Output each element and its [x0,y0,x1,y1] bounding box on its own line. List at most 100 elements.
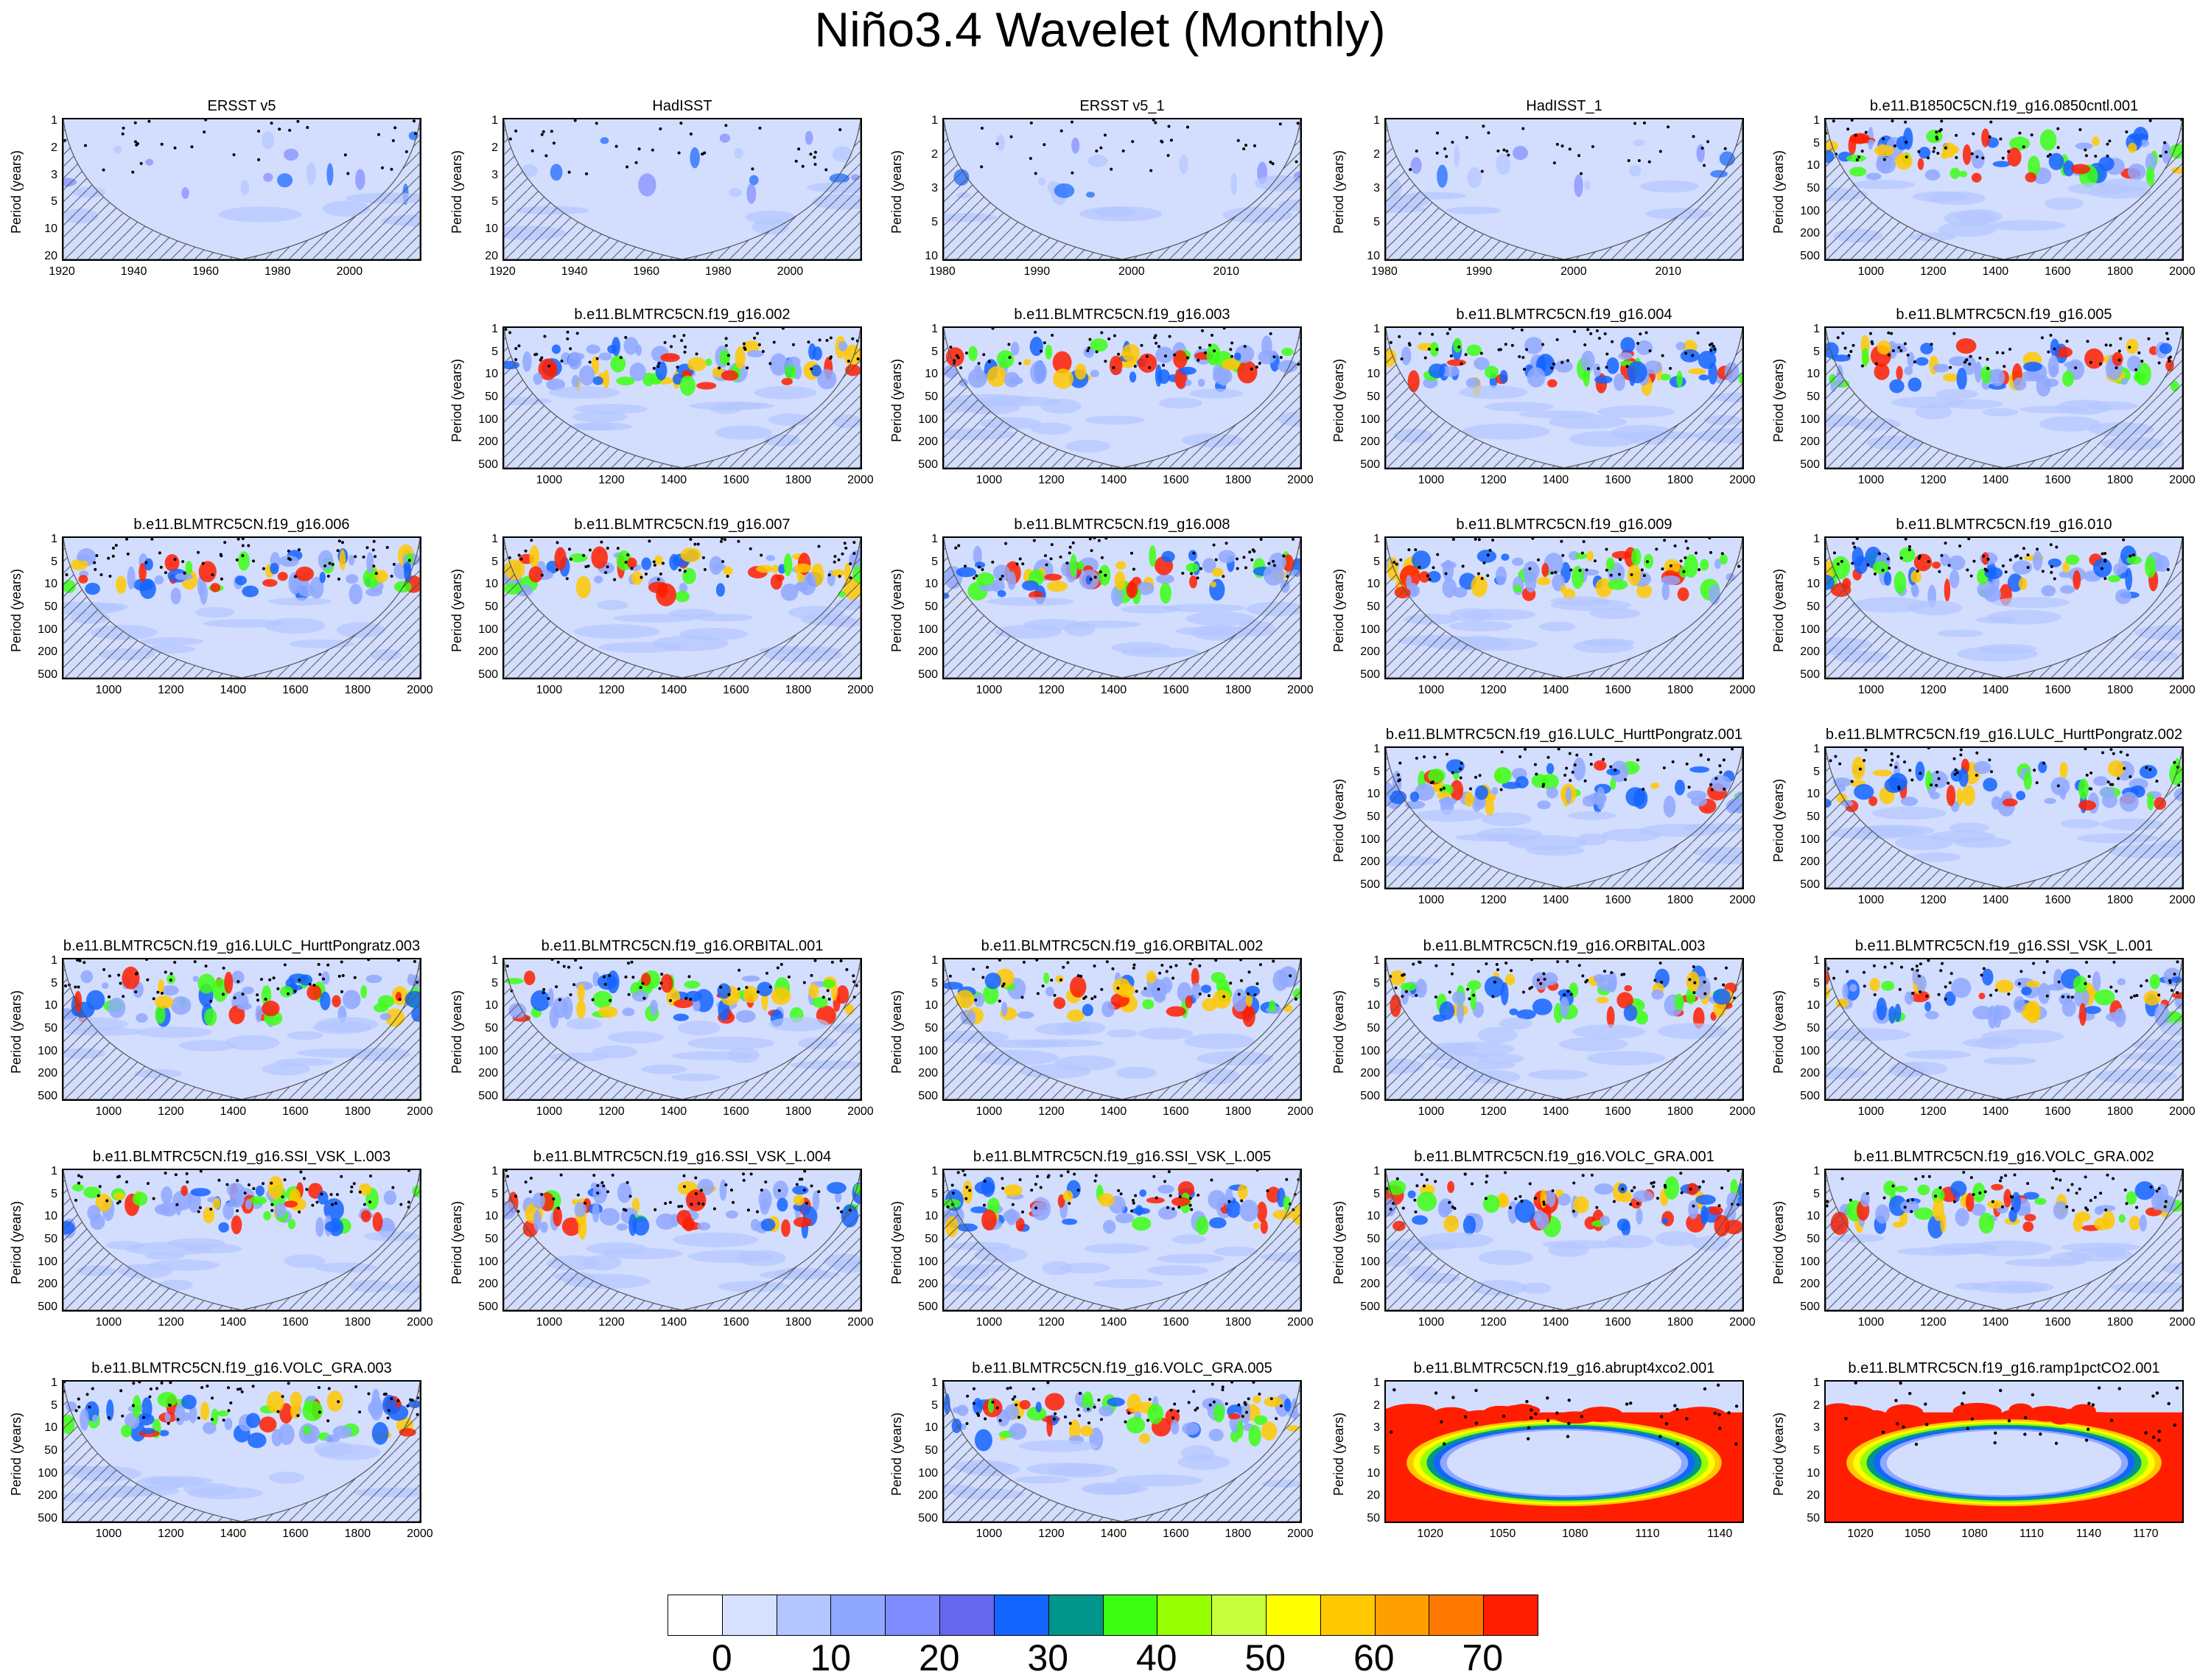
y-tick-label: 50 [1807,391,1820,403]
power-blob [675,590,690,603]
power-blob [566,1018,602,1030]
significance-dot [160,1382,164,1385]
y-tick-label: 200 [478,435,498,449]
y-tick-label: 500 [918,668,938,681]
significance-dot [1611,340,1614,343]
significance-dot [122,995,125,998]
significance-dot [1568,752,1572,755]
significance-dot [2168,981,2172,984]
power-blob [569,422,617,431]
x-tick-label: 1600 [282,684,309,696]
x-tick-label: 1400 [1542,1105,1569,1118]
power-blob [690,147,700,169]
significance-dot [1860,150,1864,153]
power-blob [679,375,696,396]
significance-dot [1192,1390,1196,1393]
y-axis-label: Period (years) [1771,150,1786,234]
power-blob [1055,975,1064,983]
significance-dot [1018,557,1022,561]
significance-dot [1938,1186,1942,1189]
wavelet-heatmap [1826,538,2182,678]
significance-dot [1552,363,1555,366]
y-tick-label: 1 [51,1165,57,1177]
power-blob [1484,976,1505,998]
power-blob [1182,1422,1200,1435]
significance-dot [1534,1412,1538,1416]
significance-dot [1550,571,1554,575]
power-blob [2050,777,2070,796]
y-tick-label: 1 [51,114,57,127]
significance-dot [1966,1427,1970,1430]
power-blob [1663,795,1676,818]
significance-dot [560,360,564,363]
significance-dot [562,965,566,968]
significance-dot [1560,144,1564,148]
wavelet-panel: b.e11.BLMTRC5CN.f19_g16.ORBITAL.002 Perio… [886,930,1314,1129]
y-tick-label: 500 [918,1512,938,1525]
power-blob [2060,819,2101,829]
significance-dot [1190,572,1194,575]
significance-dot [1059,129,1063,133]
significance-dot [1727,1411,1731,1415]
significance-dot [2165,332,2169,335]
power-blob [1453,337,1462,353]
significance-dot [588,548,592,552]
power-blob [1905,991,1914,1005]
significance-dot [1955,155,1958,159]
y-tick-label: 100 [1800,204,1820,217]
y-tick-label: 100 [478,623,498,636]
power-blob [284,1200,298,1208]
significance-dot [1947,781,1950,785]
significance-dot [1230,1382,1234,1384]
power-blob [1937,629,1983,637]
significance-dot [682,1174,686,1177]
significance-dot [149,1387,153,1391]
power-blob [530,990,550,1012]
power-blob [1014,1476,1070,1484]
power-blob [192,976,199,982]
x-tick-label: 1110 [1635,1527,1660,1540]
power-blob [976,572,995,586]
significance-dot [613,578,617,581]
panel-title: b.e11.BLMTRC5CN.f19_g16.ramp1pctCO2.001 [1848,1360,2160,1376]
significance-dot [1894,1399,1898,1402]
power-blob [181,1185,188,1197]
significance-dot [737,539,740,543]
wavelet-plot-area [502,536,862,679]
power-blob [1237,360,1258,384]
significance-dot [2086,1427,2090,1431]
significance-dot [1968,363,1972,366]
power-blob [405,553,414,564]
power-blob [573,624,661,639]
significance-dot [1886,557,1890,561]
power-blob [106,1399,114,1421]
significance-dot [634,161,638,164]
power-blob [268,1471,305,1484]
significance-dot [1258,1392,1261,1396]
significance-dot [1555,338,1559,342]
power-blob [1179,366,1197,375]
significance-dot [167,1421,170,1425]
significance-dot [1944,985,1947,989]
power-blob [1071,137,1080,154]
power-blob [1521,1282,1552,1294]
y-tick-label: 5 [1813,136,1820,150]
significance-dot [1155,1196,1158,1200]
wavelet-plot-area [62,1169,421,1312]
power-blob [981,1209,997,1231]
significance-dot [547,364,551,368]
significance-dot [302,1177,306,1180]
significance-dot [1531,538,1535,540]
significance-dot [694,1176,698,1180]
significance-dot [1418,960,1421,964]
significance-dot [2144,1431,2148,1435]
power-blob [198,561,217,583]
wavelet-heatmap [1826,1382,2182,1522]
power-blob [108,997,126,1018]
significance-dot [385,546,389,550]
significance-dot [1890,962,1894,965]
y-axis-label: Period (years) [449,150,464,234]
y-tick-label: 1 [1813,954,1820,967]
significance-dot [1211,1382,1214,1386]
significance-dot [981,567,984,571]
